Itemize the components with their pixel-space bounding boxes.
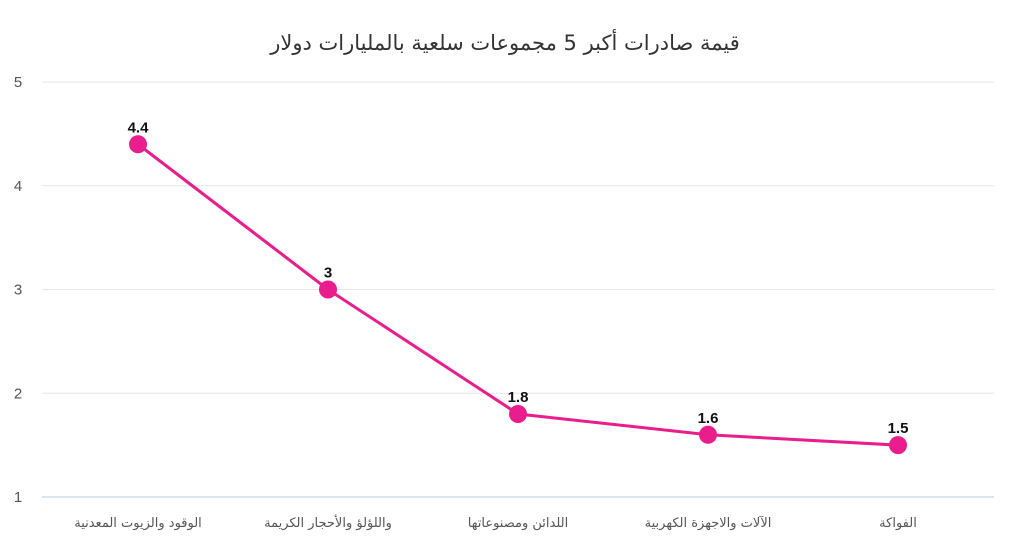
x-axis: الوقود والزيوت المعدنية واللؤلؤ والأحجار …: [74, 514, 917, 531]
data-point: [319, 280, 337, 299]
x-tick-label: الآلات والاجهزة الكهربية: [645, 515, 772, 531]
y-tick-label: 4: [14, 178, 22, 195]
x-tick-label: واللؤلؤ والأحجار الكريمة: [264, 514, 392, 531]
data-label: 3: [324, 265, 332, 282]
data-label: 1.5: [888, 420, 909, 437]
data-labels: 4.4 3 1.8 1.6 1.5: [128, 119, 909, 437]
x-tick-label: الوقود والزيوت المعدنية: [74, 516, 202, 531]
y-tick-label: 1: [14, 489, 22, 506]
data-point: [509, 405, 527, 423]
series-group: [129, 135, 907, 455]
data-label: 1.8: [508, 389, 529, 406]
chart-title: قيمة صادرات أكبر 5 مجموعات سلعية بالمليا…: [269, 29, 740, 55]
x-tick-label: الفواكة: [879, 516, 917, 531]
data-point: [699, 425, 717, 444]
x-tick-label: اللدائن ومصنوعاتها: [468, 516, 568, 531]
y-axis: 1 2 3 4 5: [14, 74, 22, 506]
data-point: [889, 436, 907, 455]
data-point: [129, 135, 147, 154]
data-label: 1.6: [698, 410, 719, 427]
y-tick-label: 5: [14, 74, 22, 91]
y-tick-label: 2: [14, 385, 22, 402]
grid-lines: [42, 81, 994, 498]
y-tick-label: 3: [14, 282, 22, 299]
data-label: 4.4: [128, 119, 150, 136]
